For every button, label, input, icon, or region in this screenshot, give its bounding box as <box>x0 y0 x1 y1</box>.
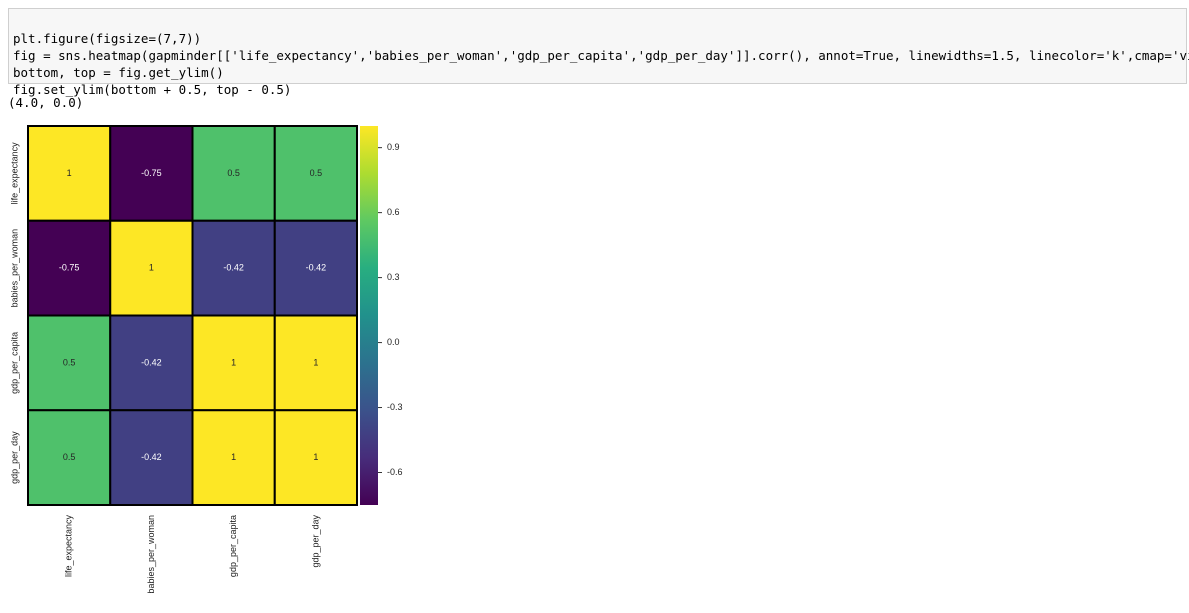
heatmap-cell <box>109 409 194 506</box>
cell-annotation: 1 <box>231 452 236 462</box>
code-cell[interactable]: plt.figure(figsize=(7,7)) fig = sns.heatm… <box>8 8 1189 97</box>
cell-annotation: -0.42 <box>223 263 244 273</box>
heatmap-cell <box>27 125 112 222</box>
heatmap-cell <box>109 314 194 412</box>
y-tick-label: gdp_per_capita <box>9 332 19 394</box>
heatmap-cell <box>273 125 358 222</box>
x-tick-label: gdp_per_capita <box>228 515 238 577</box>
colorbar <box>360 126 378 505</box>
x-tick-label: babies_per_woman <box>146 515 156 594</box>
heatmap-cell <box>109 219 194 317</box>
cell-annotation: 1 <box>67 168 72 178</box>
y-tick-label: life_expectancy <box>9 142 19 205</box>
heatmap-cell <box>273 314 358 412</box>
heatmap-cell <box>27 409 112 506</box>
cell-annotation: 1 <box>149 263 154 273</box>
cell-annotation: 0.5 <box>227 168 240 178</box>
cell-annotation: -0.42 <box>141 357 162 367</box>
cell-annotation: 1 <box>313 357 318 367</box>
cell-annotation: 0.5 <box>63 452 76 462</box>
colorbar-tick-label: 0.9 <box>387 142 400 152</box>
colorbar-tick-label: -0.3 <box>387 402 403 412</box>
x-tick-label: life_expectancy <box>64 515 74 578</box>
code-line: plt.figure(figsize=(7,7)) <box>13 31 202 46</box>
cell-annotation: 0.5 <box>63 357 76 367</box>
cell-annotation: 0.5 <box>310 168 323 178</box>
heatmap-cell <box>273 219 358 317</box>
code-line: fig = sns.heatmap(gapminder[['life_expec… <box>13 48 1189 63</box>
heatmap-cell <box>191 125 276 222</box>
heatmap-cell <box>191 314 276 412</box>
colorbar-tick-label: 0.0 <box>387 337 400 347</box>
cell-annotation: 1 <box>231 357 236 367</box>
output-text: (4.0, 0.0) <box>8 95 84 110</box>
y-tick-label: babies_per_woman <box>9 229 19 308</box>
colorbar-tick-label: 0.3 <box>387 272 400 282</box>
code-line: bottom, top = fig.get_ylim() <box>13 65 224 80</box>
heatmap-cell <box>109 125 194 222</box>
heatmap-cell <box>273 409 358 506</box>
cell-annotation: 1 <box>313 452 318 462</box>
cell-annotation: -0.75 <box>141 168 162 178</box>
colorbar-tick-label: 0.6 <box>387 207 400 217</box>
colorbar-tick-label: -0.6 <box>387 467 403 477</box>
code-line: fig.set_ylim(bottom + 0.5, top - 0.5) <box>13 82 292 97</box>
cell-annotation: -0.42 <box>306 263 327 273</box>
y-tick-label: gdp_per_day <box>9 431 19 484</box>
cell-annotation: -0.75 <box>59 263 80 273</box>
x-tick-label: gdp_per_day <box>310 515 320 568</box>
cell-annotation: -0.42 <box>141 452 162 462</box>
